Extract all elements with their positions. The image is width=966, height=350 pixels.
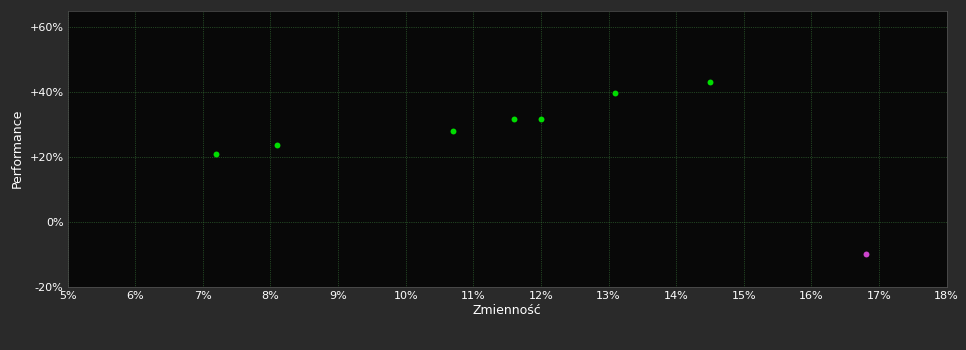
Point	[533, 117, 549, 122]
Point	[608, 91, 623, 96]
Point	[702, 79, 718, 85]
Point	[270, 143, 285, 148]
Point	[445, 128, 461, 134]
Point	[506, 117, 522, 122]
X-axis label: Zmienność: Zmienność	[472, 304, 542, 317]
Point	[209, 151, 224, 156]
Y-axis label: Performance: Performance	[11, 109, 24, 188]
Point	[858, 252, 873, 257]
